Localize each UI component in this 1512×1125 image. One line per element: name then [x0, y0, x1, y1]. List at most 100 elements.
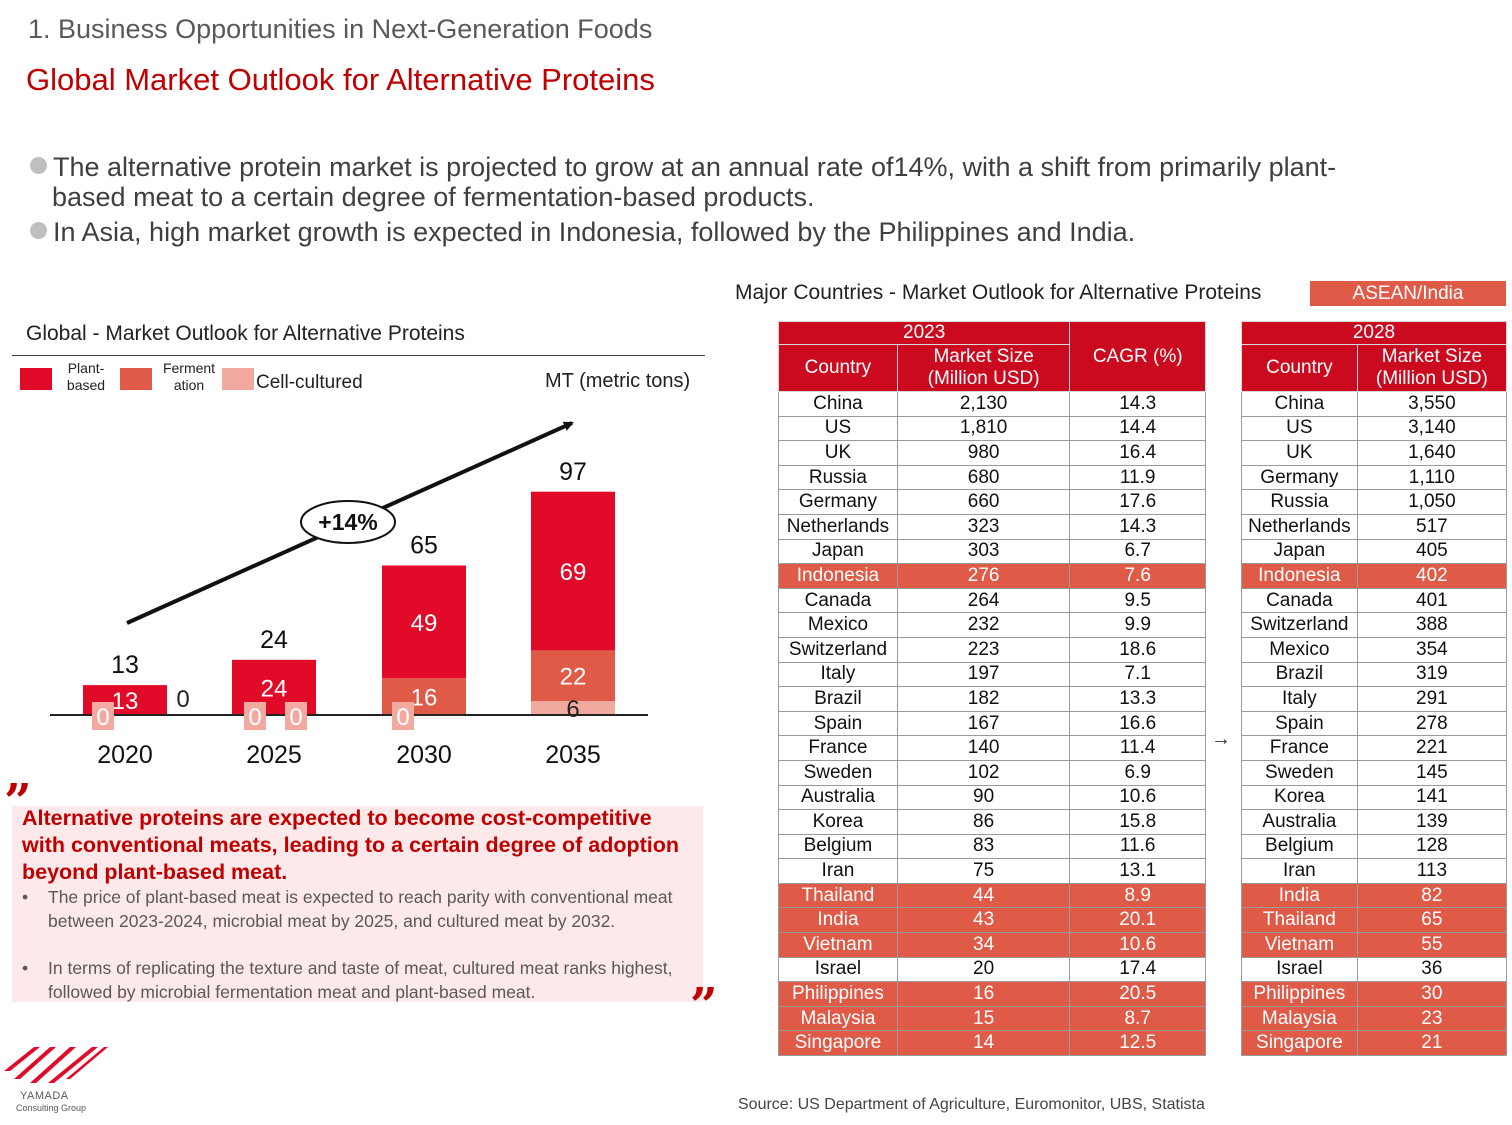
table-2028-size-header: Market Size (Million USD) — [1356, 344, 1508, 392]
bar-value-label: 16 — [411, 685, 438, 712]
cell-cagr: 14.3 — [1069, 513, 1206, 540]
cell-country: Israel — [1241, 956, 1358, 983]
insight-box — [12, 806, 703, 1002]
cell-size: 75 — [896, 858, 1071, 884]
cell-country: Philippines — [1241, 981, 1358, 1007]
cell-country: Japan — [778, 538, 898, 565]
legend-swatch-cell-cultured — [222, 368, 254, 390]
legend-label-plant-based: Plant- based — [58, 360, 114, 394]
cell-country: Malaysia — [778, 1005, 898, 1032]
cell-cagr: 18.6 — [1069, 636, 1206, 663]
legend-swatch-fermentation — [120, 368, 152, 390]
cell-country: Korea — [1241, 784, 1358, 811]
cell-cagr: 10.6 — [1069, 932, 1206, 958]
cell-cagr: 11.9 — [1069, 464, 1206, 491]
cell-country: Thailand — [1241, 907, 1358, 934]
table-row: Thailand 44 8.9 — [778, 882, 1206, 909]
cell-size: 83 — [896, 833, 1071, 860]
cell-country: Switzerland — [778, 636, 898, 663]
table-row: Japan 303 6.7 — [778, 538, 1206, 565]
cell-size: 354 — [1356, 636, 1508, 663]
yamada-logo-icon — [4, 1047, 108, 1083]
cell-country: Germany — [778, 489, 898, 515]
bullet-icon: • — [22, 887, 29, 907]
cell-size: 113 — [1356, 858, 1508, 884]
legend-swatch-plant-based — [20, 368, 52, 390]
quote-close-icon: ” — [690, 978, 718, 1034]
cell-cagr: 17.6 — [1069, 489, 1206, 515]
summary-bullet-1: The alternative protein market is projec… — [30, 152, 1500, 212]
bar-total-label: 97 — [559, 458, 587, 486]
table-row: Australia 90 10.6 — [778, 784, 1206, 811]
cell-size: 102 — [896, 759, 1071, 786]
cell-size: 21 — [1356, 1030, 1508, 1057]
table-row: Netherlands 323 14.3 — [778, 513, 1206, 540]
cell-size: 15 — [896, 1005, 1071, 1032]
bullet-dot-icon — [30, 222, 47, 239]
cell-size: 319 — [1356, 661, 1508, 688]
table-row: China 3,550 — [1241, 391, 1508, 417]
bar-value-label: 6 — [566, 696, 579, 723]
table-row: Mexico 232 9.9 — [778, 612, 1206, 638]
cell-size: 167 — [896, 710, 1071, 737]
table-row: France 140 11.4 — [778, 735, 1206, 761]
table-row: Switzerland 388 — [1241, 612, 1508, 638]
table-row: Israel 36 — [1241, 956, 1508, 983]
cell-size: 221 — [1356, 735, 1508, 761]
cell-cagr: 14.3 — [1069, 391, 1206, 417]
legend-label-line: Plant- — [67, 360, 105, 376]
table-row: Italy 197 7.1 — [778, 661, 1206, 688]
table-row: India 82 — [1241, 882, 1508, 909]
cell-country: Germany — [1241, 464, 1358, 491]
bar-zero-label: 0 — [289, 704, 302, 731]
cell-size: 197 — [896, 661, 1071, 688]
cell-country: Iran — [778, 858, 898, 884]
cell-country: UK — [1241, 440, 1358, 466]
table-row: Mexico 354 — [1241, 636, 1508, 663]
legend-label-cell-cultured: Cell-cultured — [256, 372, 363, 393]
logo-subtitle: Consulting Group — [16, 1103, 87, 1113]
cell-cagr: 8.9 — [1069, 882, 1206, 909]
legend-label-line: based — [66, 377, 106, 393]
cell-country: Vietnam — [778, 932, 898, 958]
cell-size: 323 — [896, 513, 1071, 540]
table-2028-body: China 3,550 US 3,140 UK 1,640 Germany 1,110 Russ… — [1241, 391, 1508, 1057]
legend-label-line: Ferment — [162, 360, 216, 376]
cell-size: 388 — [1356, 612, 1508, 638]
cell-size: 20 — [896, 956, 1071, 983]
cell-size: 55 — [1356, 932, 1508, 958]
table-row: Germany 1,110 — [1241, 464, 1508, 491]
cell-cagr: 11.6 — [1069, 833, 1206, 860]
cell-cagr: 17.4 — [1069, 956, 1206, 983]
table-row: Sweden 102 6.9 — [778, 759, 1206, 786]
cell-size: 980 — [896, 440, 1071, 466]
insight-point-text: The price of plant-based meat is expecte… — [48, 887, 673, 931]
table-row: Spain 167 16.6 — [778, 710, 1206, 737]
cell-size: 1,640 — [1356, 440, 1508, 466]
cell-size: 34 — [896, 932, 1071, 958]
cell-size: 128 — [1356, 833, 1508, 860]
cell-size: 139 — [1356, 809, 1508, 835]
cell-cagr: 9.5 — [1069, 587, 1206, 614]
table-row: Sweden 145 — [1241, 759, 1508, 786]
table-2023-country-header: Country — [778, 344, 898, 392]
cell-country: India — [1241, 882, 1358, 909]
bar-value-label: 13 — [112, 688, 139, 715]
table-row: Philippines 16 20.5 — [778, 981, 1206, 1007]
cell-size: 44 — [896, 882, 1071, 909]
summary-bullet-1-line1: The alternative protein market is projec… — [53, 152, 1337, 182]
bar-zero-label: 0 — [396, 704, 409, 731]
table-2023-cagr-header: CAGR (%) — [1069, 321, 1206, 392]
table-row: India 43 20.1 — [778, 907, 1206, 934]
insight-headline: Alternative proteins are expected to bec… — [22, 806, 680, 884]
cell-country: Singapore — [778, 1030, 898, 1057]
cell-cagr: 14.4 — [1069, 415, 1206, 442]
zero-badge — [244, 702, 266, 730]
bar-plant-based-2035 — [531, 491, 615, 651]
page-title: Global Market Outlook for Alternative Pr… — [26, 62, 655, 97]
cell-size: 16 — [896, 981, 1071, 1007]
table-row: Spain 278 — [1241, 710, 1508, 737]
growth-rate-ellipse — [300, 500, 396, 544]
cell-country: UK — [778, 440, 898, 466]
